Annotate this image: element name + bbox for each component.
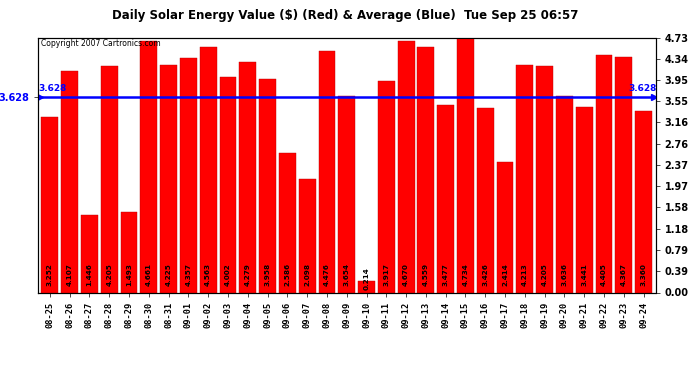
Text: 3.441: 3.441 [581, 263, 587, 286]
Text: 4.107: 4.107 [67, 263, 72, 286]
Text: 4.213: 4.213 [522, 263, 528, 286]
Bar [397, 41, 415, 292]
Text: 4.279: 4.279 [245, 263, 250, 286]
Bar [239, 62, 256, 292]
Text: 4.661: 4.661 [146, 263, 152, 286]
Bar [140, 41, 157, 292]
Text: 4.476: 4.476 [324, 263, 330, 286]
Bar [101, 66, 117, 292]
Text: 3.360: 3.360 [640, 263, 647, 286]
Text: 4.405: 4.405 [601, 263, 607, 286]
Bar [437, 105, 454, 292]
Text: 3.477: 3.477 [443, 263, 448, 286]
Text: 2.414: 2.414 [502, 263, 508, 286]
Bar [259, 79, 276, 292]
Text: 4.563: 4.563 [205, 263, 211, 286]
Text: 2.586: 2.586 [284, 263, 290, 286]
Text: 3.628: 3.628 [39, 84, 67, 93]
Bar [378, 81, 395, 292]
Text: 3.252: 3.252 [47, 263, 53, 286]
Bar [81, 214, 98, 292]
Bar [200, 46, 217, 292]
Text: 4.002: 4.002 [225, 263, 231, 286]
Bar [477, 108, 493, 292]
Bar [635, 111, 652, 292]
Bar [556, 96, 573, 292]
Text: 3.917: 3.917 [384, 263, 389, 286]
Bar [338, 96, 355, 292]
Text: 4.734: 4.734 [462, 263, 469, 286]
Text: 1.446: 1.446 [86, 263, 92, 286]
Text: 3.958: 3.958 [264, 263, 270, 286]
Bar [279, 153, 296, 292]
Bar [516, 65, 533, 292]
Text: 4.225: 4.225 [166, 263, 172, 286]
Bar [319, 51, 335, 292]
Text: 1.493: 1.493 [126, 263, 132, 286]
Text: 4.670: 4.670 [403, 263, 409, 286]
Bar [61, 71, 78, 292]
Text: Copyright 2007 Cartronics.com: Copyright 2007 Cartronics.com [41, 39, 161, 48]
Bar [41, 117, 58, 292]
Bar [219, 77, 237, 292]
Bar [358, 281, 375, 292]
Text: 4.357: 4.357 [186, 263, 191, 286]
Bar [417, 47, 434, 292]
Text: 4.559: 4.559 [423, 263, 429, 286]
Bar [160, 65, 177, 292]
Text: 4.367: 4.367 [621, 263, 627, 286]
Text: 3.628: 3.628 [628, 84, 656, 93]
Text: 3.654: 3.654 [344, 263, 350, 286]
Bar [615, 57, 632, 292]
Bar [121, 212, 137, 292]
Text: 3.636: 3.636 [562, 263, 567, 286]
Text: 4.205: 4.205 [542, 263, 548, 286]
Bar [536, 66, 553, 292]
Text: 0.214: 0.214 [364, 267, 370, 290]
Bar [595, 55, 613, 292]
Text: 2.098: 2.098 [304, 263, 310, 286]
Text: 4.205: 4.205 [106, 263, 112, 286]
Text: Daily Solar Energy Value ($) (Red) & Average (Blue)  Tue Sep 25 06:57: Daily Solar Energy Value ($) (Red) & Ave… [112, 9, 578, 22]
Bar [457, 37, 474, 292]
Bar [180, 58, 197, 292]
Bar [497, 162, 513, 292]
Bar [299, 179, 315, 292]
Bar [576, 107, 593, 292]
Text: 3.426: 3.426 [482, 263, 489, 286]
